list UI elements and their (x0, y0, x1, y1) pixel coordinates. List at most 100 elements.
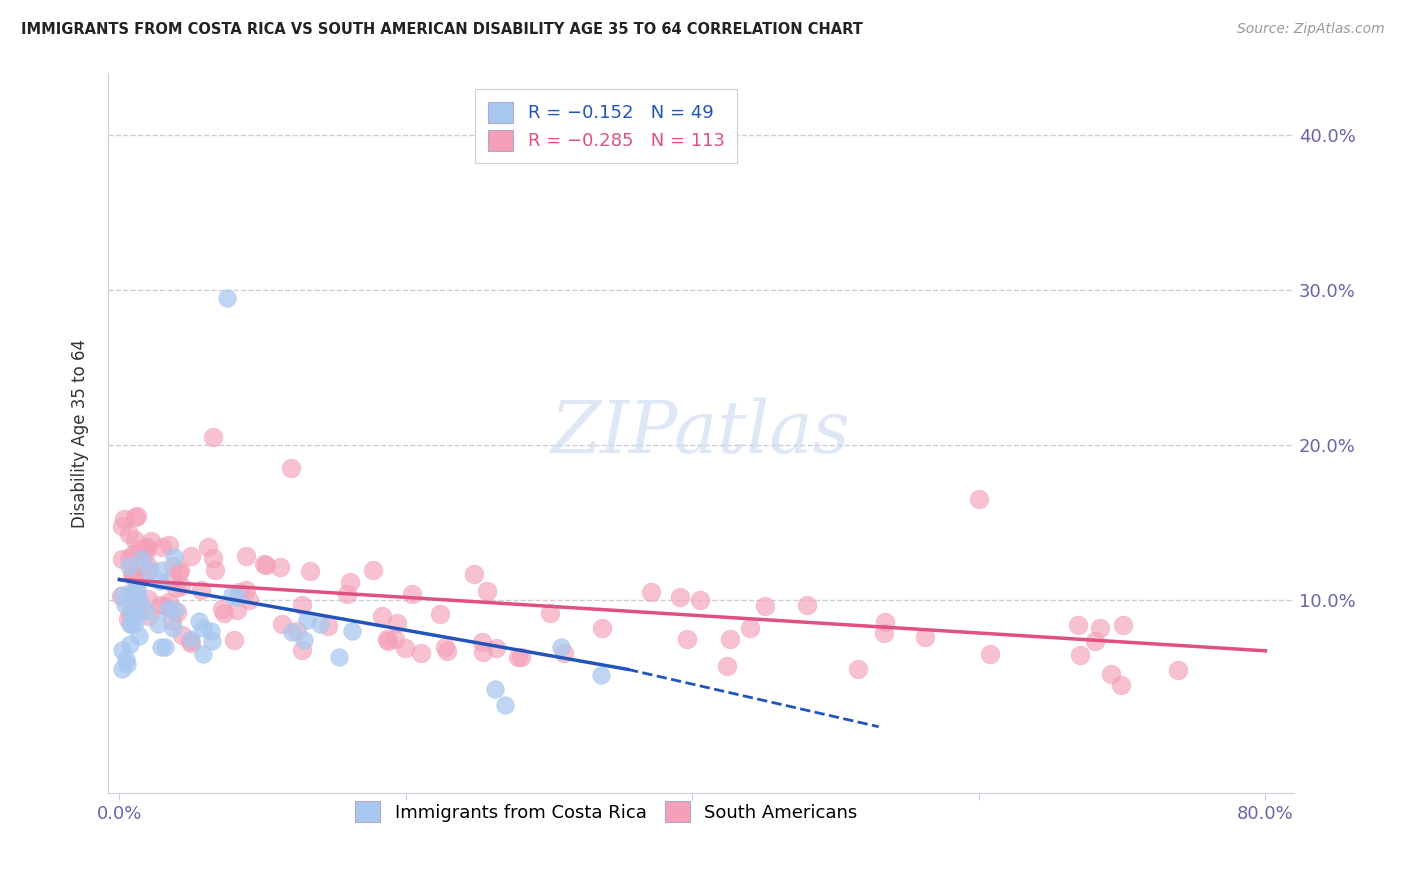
Point (188, 614, 211, 628)
Point (152, 563, 174, 577)
Point (238, 593, 260, 607)
Point (1109, 678, 1132, 692)
Point (375, 632, 398, 646)
Point (967, 491, 990, 506)
Point (979, 647, 1001, 661)
Point (202, 550, 225, 565)
Point (125, 582, 148, 597)
Point (135, 604, 157, 618)
Point (494, 698, 516, 713)
Point (118, 527, 141, 541)
Point (200, 624, 222, 638)
Point (112, 512, 135, 526)
Text: Source: ZipAtlas.com: Source: ZipAtlas.com (1237, 22, 1385, 37)
Point (689, 593, 711, 607)
Point (125, 587, 148, 601)
Point (114, 598, 136, 612)
Point (716, 658, 738, 673)
Point (269, 560, 291, 574)
Point (115, 657, 138, 671)
Point (589, 668, 612, 682)
Point (180, 635, 202, 649)
Point (336, 587, 359, 601)
Point (138, 560, 160, 574)
Point (484, 681, 506, 696)
Point (111, 518, 134, 533)
Point (401, 587, 423, 601)
Point (235, 582, 257, 597)
Point (131, 560, 153, 574)
Point (720, 632, 742, 646)
Point (153, 599, 176, 614)
Point (1067, 618, 1090, 632)
Point (471, 634, 494, 648)
Point (1088, 621, 1111, 635)
Point (676, 632, 699, 647)
Point (225, 603, 247, 617)
Point (550, 640, 572, 654)
Point (299, 564, 322, 578)
Point (124, 533, 146, 548)
Point (669, 590, 692, 604)
Point (162, 614, 184, 628)
Point (472, 645, 495, 659)
Legend: Immigrants from Costa Rica, South Americans: Immigrants from Costa Rica, South Americ… (342, 789, 870, 835)
Point (875, 615, 897, 630)
Point (149, 598, 172, 612)
Point (197, 540, 219, 554)
Point (411, 646, 433, 660)
Point (591, 621, 613, 635)
Text: IMMIGRANTS FROM COSTA RICA VS SOUTH AMERICAN DISABILITY AGE 35 TO 64 CORRELATION: IMMIGRANTS FROM COSTA RICA VS SOUTH AMER… (21, 22, 863, 37)
Point (111, 643, 134, 657)
Point (129, 593, 152, 607)
Point (914, 630, 936, 644)
Point (169, 579, 191, 593)
Point (553, 646, 575, 660)
Point (117, 612, 139, 626)
Point (163, 603, 186, 617)
Point (281, 625, 304, 640)
Point (796, 598, 818, 612)
Point (193, 647, 215, 661)
Point (235, 549, 257, 563)
Point (127, 508, 149, 523)
Point (136, 592, 159, 607)
Point (128, 541, 150, 556)
Point (159, 538, 181, 552)
Point (153, 640, 176, 654)
Point (291, 598, 314, 612)
Y-axis label: Disability Age 35 to 64: Disability Age 35 to 64 (72, 339, 89, 528)
Point (122, 570, 145, 584)
Point (361, 563, 384, 577)
Point (253, 557, 276, 571)
Point (433, 640, 456, 654)
Point (136, 565, 159, 579)
Point (162, 558, 184, 573)
Point (121, 566, 143, 580)
Point (384, 632, 406, 646)
Point (122, 567, 145, 582)
Point (115, 652, 138, 666)
Point (506, 649, 529, 664)
Point (124, 510, 146, 524)
Point (160, 572, 183, 586)
Point (121, 606, 143, 620)
Point (370, 609, 392, 624)
Point (201, 634, 224, 648)
Point (127, 596, 149, 610)
Point (308, 616, 330, 631)
Point (172, 627, 194, 641)
Point (339, 574, 361, 589)
Point (180, 549, 202, 563)
Point (285, 624, 308, 639)
Point (120, 585, 142, 599)
Point (436, 643, 458, 657)
Point (754, 599, 776, 613)
Point (146, 617, 169, 632)
Point (254, 558, 277, 572)
Point (157, 594, 180, 608)
Point (212, 606, 235, 620)
Point (271, 616, 294, 631)
Point (201, 430, 224, 444)
Point (131, 552, 153, 566)
